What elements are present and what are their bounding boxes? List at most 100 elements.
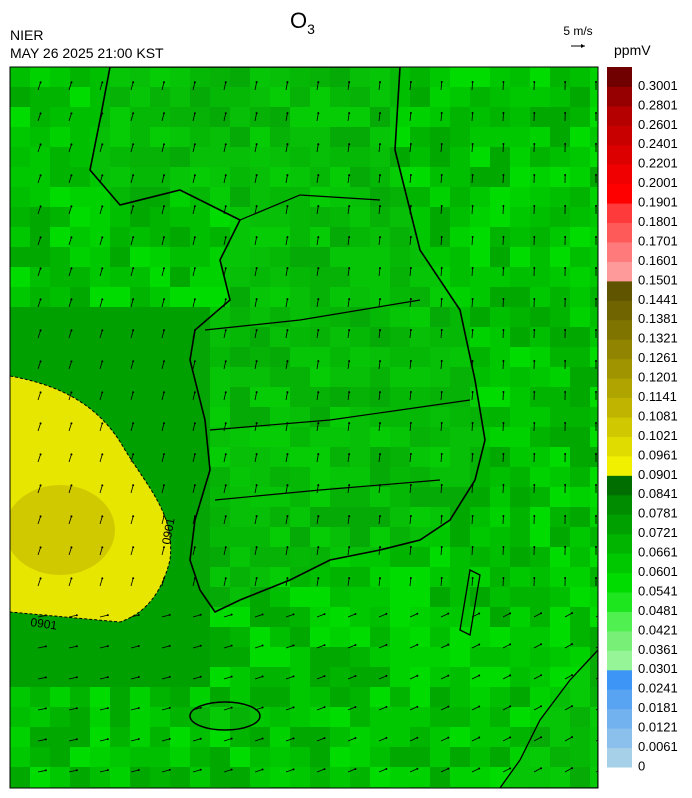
field-cell [150, 367, 170, 387]
wind-arrow-head [39, 112, 42, 115]
field-cell [230, 627, 250, 647]
field-cell [450, 187, 470, 207]
field-cell [490, 227, 510, 247]
field-cell [370, 687, 390, 707]
field-cell [230, 87, 250, 107]
field-cell [530, 107, 550, 127]
field-cell [210, 347, 230, 367]
field-cell [390, 327, 410, 347]
field-cell [270, 267, 290, 287]
field-cell [370, 587, 390, 607]
wind-arrow [99, 423, 103, 432]
wind-arrow-head [440, 81, 443, 84]
field-cell [70, 647, 90, 667]
field-cell [430, 147, 450, 167]
wind-arrow-head [163, 205, 166, 208]
field-cell [150, 87, 170, 107]
field-cell [190, 447, 210, 467]
wind-arrow-head [447, 736, 450, 739]
field-cell [150, 427, 170, 447]
field-cell [430, 667, 450, 687]
wind-arrow [223, 516, 227, 525]
field-cell [450, 687, 470, 707]
wind-arrow-head [602, 674, 604, 676]
wind-arrow-head [70, 546, 73, 549]
field-cell [110, 227, 130, 247]
wind-arrow [254, 423, 257, 432]
wind-arrow-head [132, 484, 135, 487]
wind-arrow-head [132, 267, 135, 270]
field-cell [410, 87, 430, 107]
wind-arrow [254, 392, 257, 401]
wind-arrow [192, 738, 201, 742]
field-cell [590, 327, 598, 347]
field-cell [530, 227, 550, 247]
field-cell [150, 687, 170, 707]
field-cell [510, 107, 530, 127]
field-cell [550, 147, 570, 167]
field-cell [370, 367, 390, 387]
wind-arrow [595, 770, 598, 773]
field-cell [30, 107, 50, 127]
field-cell [430, 707, 450, 727]
field-cell [350, 607, 370, 627]
wind-arrow-head [70, 143, 73, 146]
wind-arrow-head [385, 612, 388, 615]
field-cell [370, 327, 390, 347]
wind-arrow-head [317, 205, 320, 208]
wind-arrow [68, 144, 72, 153]
field-cell [510, 627, 530, 647]
field-cell [350, 647, 370, 667]
field-cell [490, 487, 510, 507]
field-cell [230, 367, 250, 387]
wind-arrow-head [230, 768, 233, 771]
wind-arrow-head [440, 422, 443, 425]
field-cell [90, 787, 110, 788]
wind-arrow-head [564, 577, 567, 580]
field-cell [330, 587, 350, 607]
field-cell [390, 727, 410, 747]
field-cell [470, 247, 490, 267]
wind-arrow [471, 484, 473, 494]
field-cell [470, 607, 490, 627]
wind-arrow-head [348, 515, 351, 518]
wind-arrow [502, 675, 511, 680]
field-cell [70, 87, 90, 107]
wind-arrow [440, 143, 443, 153]
wind-arrow-head [261, 706, 264, 709]
field-cell [250, 687, 270, 707]
wind-arrow-head [286, 81, 289, 84]
field-cell [390, 567, 410, 587]
field-cell [170, 707, 190, 727]
wind-arrow-head [348, 422, 351, 425]
wind-arrow [68, 485, 72, 494]
field-cell [410, 167, 430, 187]
field-cell [390, 527, 410, 547]
field-cell [510, 367, 530, 387]
wind-arrow [223, 82, 227, 91]
wind-arrow-head [317, 546, 320, 549]
wind-arrow-head [478, 767, 481, 770]
field-cell [10, 327, 30, 347]
wind-arrow-head [224, 391, 227, 394]
field-cell [370, 547, 390, 567]
field-cell [510, 287, 530, 307]
field-cell [550, 387, 570, 407]
field-cell [410, 747, 430, 767]
wind-arrow-head [502, 422, 505, 425]
field-cell [70, 227, 90, 247]
wind-arrow-head [595, 81, 598, 84]
wind-arrow [564, 767, 573, 773]
field-cell [170, 327, 190, 347]
wind-arrow [161, 707, 170, 711]
field-cell [570, 427, 590, 447]
wind-arrow-head [44, 707, 47, 710]
wind-arrow-head [132, 236, 135, 239]
map: 0901 0901 [10, 67, 604, 788]
field-cell [490, 447, 510, 467]
wind-arrow [285, 768, 294, 773]
field-cell [590, 627, 598, 647]
wind-arrow-head [101, 391, 104, 394]
field-cell [30, 687, 50, 707]
wind-arrow-head [471, 143, 474, 146]
